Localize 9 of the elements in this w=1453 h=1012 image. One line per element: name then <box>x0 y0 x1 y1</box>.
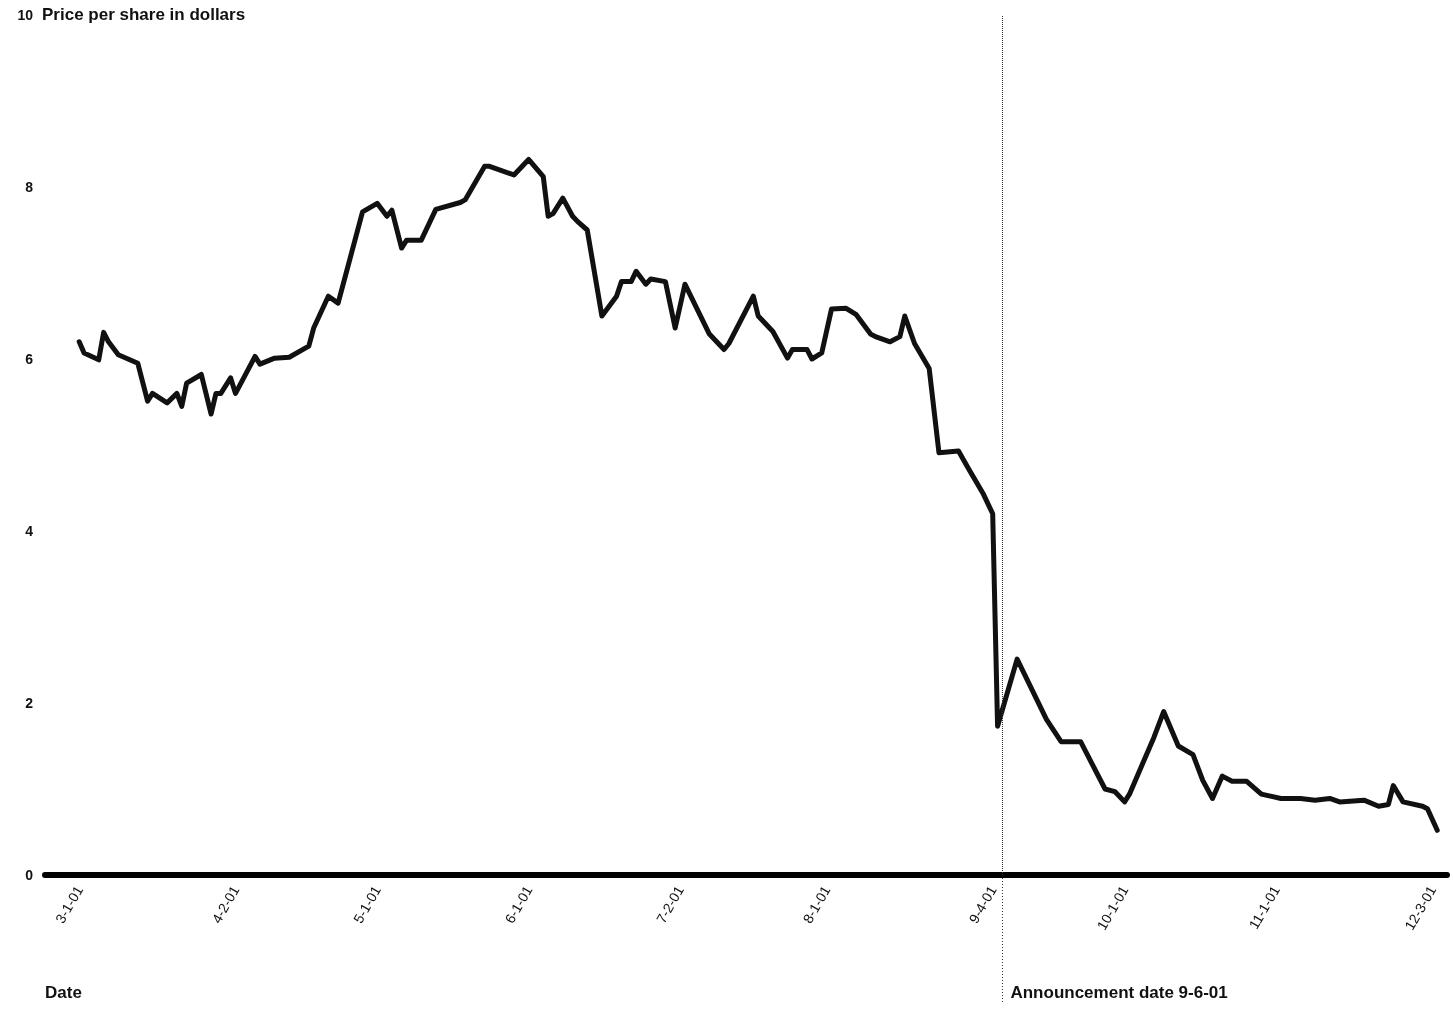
y-tick-label: 10 <box>17 7 34 23</box>
y-tick-label: 6 <box>25 351 34 367</box>
y-tick-label: 0 <box>25 867 34 883</box>
y-tick-label: 4 <box>25 523 34 539</box>
y-tick-label: 8 <box>25 179 34 195</box>
ref-line-label: Announcement date 9-6-01 <box>1010 983 1228 1002</box>
x-axis-title: Date <box>45 983 82 1002</box>
y-axis-title: Price per share in dollars <box>42 5 246 24</box>
y-tick-label: 2 <box>25 695 34 711</box>
